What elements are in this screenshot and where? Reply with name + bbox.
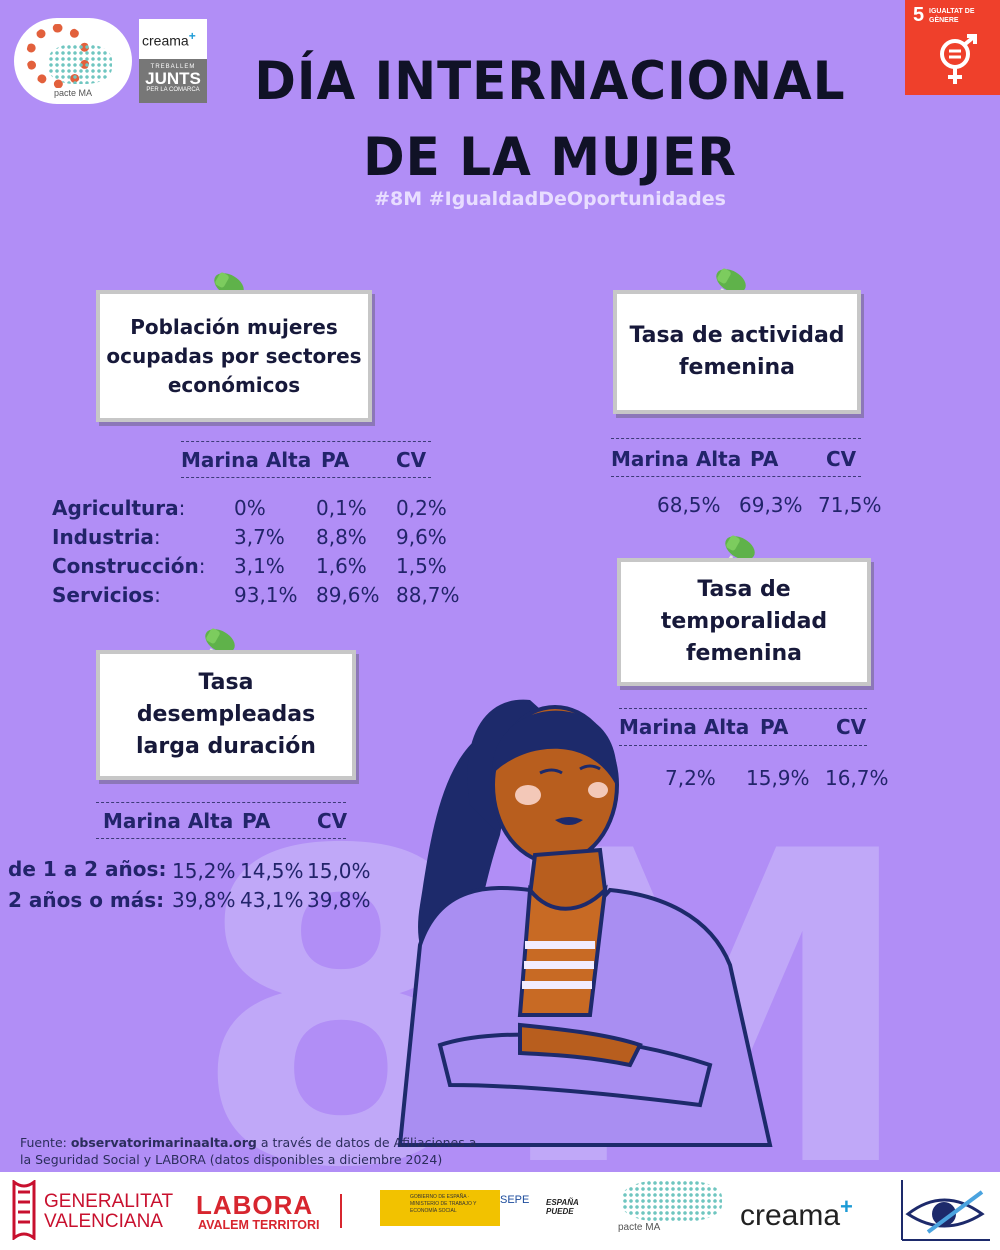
- sectors-row-label: Industria:: [52, 525, 161, 549]
- unemployment-card-title: Tasa desempleadas larga duración: [136, 670, 316, 759]
- activity-col-marina-alta: Marina Alta: [611, 447, 742, 471]
- sepe-logo: SEPE: [500, 1194, 530, 1206]
- temporality-col-marina-alta: Marina Alta: [619, 715, 750, 739]
- unemployment-row-label: 2 años o más:: [8, 888, 165, 912]
- sectors-col-cv: CV: [396, 448, 427, 472]
- unemployment-row-label: de 1 a 2 años:: [8, 857, 167, 881]
- pacte-map-icon: [48, 44, 112, 84]
- sectors-value: 93,1%: [234, 583, 298, 607]
- page-title-line2: DE LA MUJER: [363, 126, 737, 188]
- sectors-col-marina-alta: Marina Alta: [181, 448, 312, 472]
- temporality-col-cv: CV: [836, 715, 867, 739]
- unemployment-col-pa: PA: [242, 809, 271, 833]
- labora-logo: LABORA: [196, 1190, 314, 1220]
- gv-logo-text: GENERALITAT VALENCIANA: [44, 1191, 174, 1232]
- activity-value: 69,3%: [739, 493, 803, 517]
- divider: [96, 838, 346, 839]
- divider: [611, 476, 861, 477]
- pacte-logo: pacte MA: [14, 18, 132, 104]
- unemployment-value: 14,5%: [240, 859, 304, 883]
- sectors-card: Población mujeres ocupadas por sectores …: [96, 290, 372, 422]
- temporality-value: 7,2%: [665, 766, 716, 790]
- pacte-footer-text: pacte MA: [618, 1222, 661, 1233]
- labora-subtitle: AVALEM TERRITORI: [198, 1218, 320, 1232]
- creama-footer-logo: creama+: [740, 1194, 853, 1232]
- gender-equality-icon: [940, 34, 977, 84]
- sectors-value: 1,6%: [316, 554, 367, 578]
- sectors-value: 3,1%: [234, 554, 285, 578]
- divider: [181, 477, 431, 478]
- sdg5-badge: 5 IGUALTAT DE GÈNERE: [905, 0, 1000, 95]
- unemployment-value: 43,1%: [240, 888, 304, 912]
- sectors-value: 0%: [234, 496, 266, 520]
- activity-col-pa: PA: [750, 447, 779, 471]
- sectors-value: 1,5%: [396, 554, 447, 578]
- page-title-line1: DÍA INTERNACIONAL: [254, 50, 846, 112]
- divider: [619, 708, 867, 709]
- unemployment-value: 15,0%: [307, 859, 371, 883]
- ministerio-logo: GOBIERNO DE ESPAÑA · MINISTERIO DE TRABA…: [380, 1190, 500, 1226]
- unemployment-col-marina-alta: Marina Alta: [103, 809, 234, 833]
- woman-illustration: [397, 699, 773, 1147]
- divider: [611, 438, 861, 439]
- sectors-col-pa: PA: [321, 448, 350, 472]
- sectors-value: 0,1%: [316, 496, 367, 520]
- divider: [340, 1194, 342, 1228]
- activity-col-cv: CV: [826, 447, 857, 471]
- divider: [96, 802, 346, 803]
- temporality-card: Tasa de temporalidad femenina: [617, 558, 871, 686]
- divider: [619, 745, 867, 746]
- activity-card: Tasa de actividad femenina: [613, 290, 861, 414]
- junts-badge: TREBALLEM JUNTS PER LA COMARCA: [139, 59, 207, 103]
- divider: [181, 441, 431, 442]
- temporality-col-pa: PA: [760, 715, 789, 739]
- sectors-row-label: Servicios:: [52, 583, 161, 607]
- footer-logos: GENERALITAT VALENCIANA LABORA AVALEM TERR…: [0, 1172, 1000, 1250]
- temporality-value: 15,9%: [746, 766, 810, 790]
- pacte-logo-text: pacte MA: [53, 88, 93, 98]
- activity-value: 68,5%: [657, 493, 721, 517]
- gv-crest-icon: [12, 1180, 36, 1240]
- hashtags: #8M #IgualdadDeOportunidades: [374, 188, 726, 210]
- unemployment-value: 39,8%: [172, 888, 236, 912]
- temporality-card-title: Tasa de temporalidad femenina: [660, 577, 828, 666]
- sectors-value: 89,6%: [316, 583, 380, 607]
- sectors-value: 88,7%: [396, 583, 460, 607]
- activity-value: 71,5%: [818, 493, 882, 517]
- unemployment-value: 39,8%: [307, 888, 371, 912]
- source-link[interactable]: observatorimarinaalta.org: [70, 1135, 257, 1150]
- unemployment-value: 15,2%: [172, 859, 236, 883]
- activity-card-title: Tasa de actividad femenina: [629, 323, 845, 380]
- sectors-value: 9,6%: [396, 525, 447, 549]
- unemployment-col-cv: CV: [317, 809, 348, 833]
- eye-icon: [901, 1180, 990, 1241]
- creama-junts-logo: creama+ TREBALLEM JUNTS PER LA COMARCA: [139, 19, 207, 103]
- source-note: Fuente: observatorimarinaalta.org a trav…: [20, 1135, 477, 1167]
- espana-puede-logo: ESPAÑA PUEDE: [546, 1198, 579, 1216]
- sectors-card-title: Población mujeres ocupadas por sectores …: [106, 314, 362, 397]
- sectors-row-label: Construcción:: [52, 554, 206, 578]
- sectors-value: 3,7%: [234, 525, 285, 549]
- sectors-row-label: Agricultura:: [52, 496, 186, 520]
- temporality-value: 16,7%: [825, 766, 889, 790]
- creama-logo-text: creama+: [142, 29, 196, 49]
- unemployment-card: Tasa desempleadas larga duración: [96, 650, 356, 780]
- sectors-value: 8,8%: [316, 525, 367, 549]
- pacte-map-icon: [622, 1180, 722, 1222]
- sectors-value: 0,2%: [396, 496, 447, 520]
